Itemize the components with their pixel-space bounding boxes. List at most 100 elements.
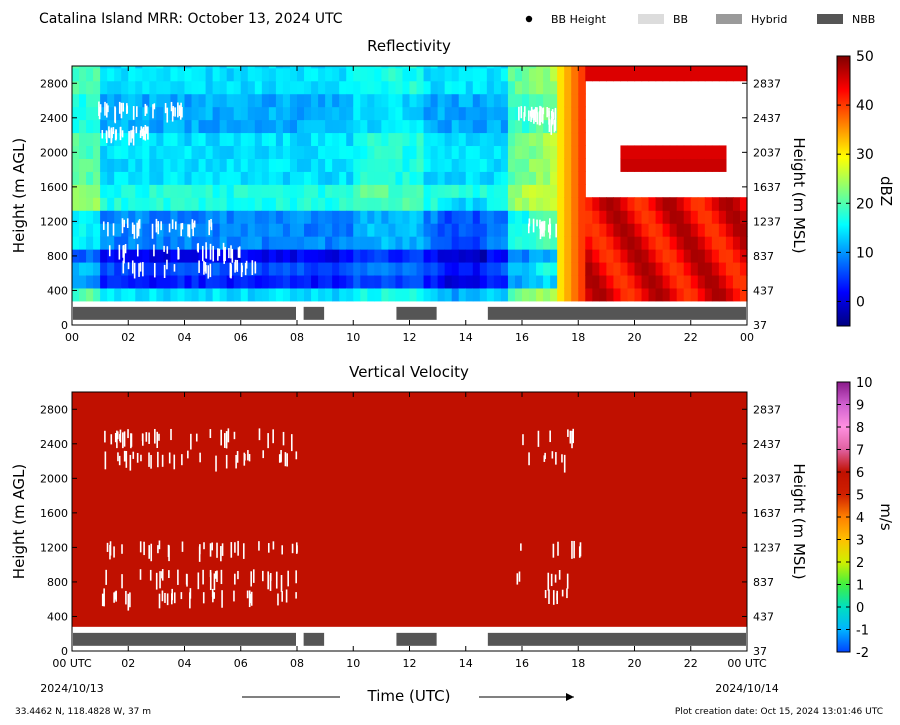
reflectivity-cell	[149, 171, 157, 185]
x-tick-label: 10	[346, 657, 360, 670]
reflectivity-cell	[184, 197, 193, 211]
reflectivity-cell	[163, 210, 172, 224]
reflectivity-cell	[170, 249, 179, 263]
missing-bin	[220, 429, 223, 446]
reflectivity-cell	[409, 236, 418, 250]
missing-bin	[180, 102, 182, 111]
reflectivity-cell	[72, 80, 80, 95]
reflectivity-cell	[177, 274, 186, 289]
reflectivity-cell	[93, 236, 101, 250]
reflectivity-cell	[240, 223, 249, 237]
y2-tick-label: 1237	[753, 215, 781, 228]
reflectivity-cell	[346, 249, 354, 263]
reflectivity-cell	[107, 171, 115, 185]
reflectivity-cell	[613, 287, 622, 302]
reflectivity-cell	[514, 197, 523, 211]
reflectivity-cell	[634, 261, 643, 276]
reflectivity-cell	[311, 261, 319, 276]
reflectivity-cell	[135, 184, 143, 198]
reflectivity-cell	[486, 236, 495, 250]
reflectivity-cell	[683, 223, 692, 237]
reflectivity-cell	[297, 223, 305, 237]
reflectivity-cell	[142, 132, 150, 147]
reflectivity-cell	[219, 287, 228, 302]
reflectivity-cell	[226, 158, 235, 172]
reflectivity-cell	[191, 249, 200, 263]
reflectivity-cell	[212, 67, 221, 82]
reflectivity-cell	[121, 274, 129, 289]
reflectivity-cell	[289, 66, 298, 69]
reflectivity-cell	[325, 249, 333, 263]
reflectivity-cell	[86, 210, 94, 224]
reflectivity-cell	[655, 210, 664, 224]
reflectivity-cell	[72, 197, 80, 211]
reflectivity-cell	[353, 158, 361, 172]
reflectivity-cell	[620, 66, 629, 69]
missing-bin	[250, 571, 252, 587]
missing-bin	[528, 452, 530, 466]
reflectivity-cell	[311, 145, 319, 159]
reflectivity-cell	[170, 158, 179, 172]
missing-bin	[112, 127, 115, 135]
reflectivity-cell	[486, 132, 495, 147]
reflectivity-cell	[261, 223, 270, 237]
reflectivity-title: Reflectivity	[367, 37, 451, 55]
reflectivity-cell	[493, 80, 502, 95]
missing-bin	[213, 592, 216, 599]
reflectivity-cell	[676, 197, 685, 211]
missing-bin	[131, 222, 134, 234]
reflectivity-cell	[86, 132, 94, 147]
reflectivity-cell	[437, 249, 446, 263]
missing-bin	[536, 112, 539, 125]
reflectivity-cell	[332, 145, 340, 159]
reflectivity-cell	[500, 66, 509, 69]
reflectivity-cell	[458, 184, 467, 198]
reflectivity-cell	[669, 66, 678, 69]
reflectivity-cell	[226, 287, 235, 302]
missing-bin	[168, 452, 171, 464]
reflectivity-cell	[261, 119, 270, 134]
reflectivity-cell	[353, 145, 361, 159]
reflectivity-cell	[444, 66, 453, 69]
reflectivity-cell	[72, 119, 80, 134]
reflectivity-cell	[718, 274, 727, 289]
x-tick-label: 18	[571, 331, 585, 344]
reflectivity-cell	[507, 132, 516, 147]
reflectivity-cell	[163, 80, 172, 95]
missing-bin	[145, 126, 148, 134]
reflectivity-cell	[282, 66, 291, 69]
missing-bin	[567, 429, 569, 437]
reflectivity-cell	[507, 158, 516, 172]
reflectivity-cell	[381, 287, 390, 302]
reflectivity-cell	[86, 274, 94, 289]
reflectivity-cell	[198, 67, 207, 82]
reflectivity-cell	[304, 287, 312, 302]
reflectivity-cell	[289, 223, 298, 237]
missing-bin	[144, 103, 147, 116]
reflectivity-cell	[325, 93, 333, 108]
missing-bin	[522, 434, 524, 446]
reflectivity-cell	[107, 249, 115, 263]
reflectivity-cell	[367, 145, 375, 159]
missing-bin	[216, 570, 218, 583]
reflectivity-cell	[578, 274, 586, 289]
missing-bin	[236, 451, 239, 463]
missing-bin	[287, 570, 289, 587]
reflectivity-cell	[388, 119, 397, 134]
reflectivity-cell	[205, 80, 214, 95]
reflectivity-cell	[395, 93, 404, 108]
legend-label-3: NBB	[852, 13, 875, 26]
reflectivity-cell	[627, 249, 636, 263]
reflectivity-cell	[564, 67, 572, 82]
missing-bin	[125, 451, 128, 468]
reflectivity-cell	[346, 236, 354, 250]
reflectivity-cell	[226, 145, 235, 159]
reflectivity-cell	[191, 119, 200, 134]
reflectivity-cell	[627, 67, 636, 82]
reflectivity-cell	[367, 93, 375, 108]
reflectivity-cell	[409, 132, 418, 147]
reflectivity-cell	[395, 66, 404, 69]
reflectivity-cell	[697, 66, 706, 69]
reflectivity-cell	[437, 236, 446, 250]
reflectivity-cell	[451, 106, 460, 121]
